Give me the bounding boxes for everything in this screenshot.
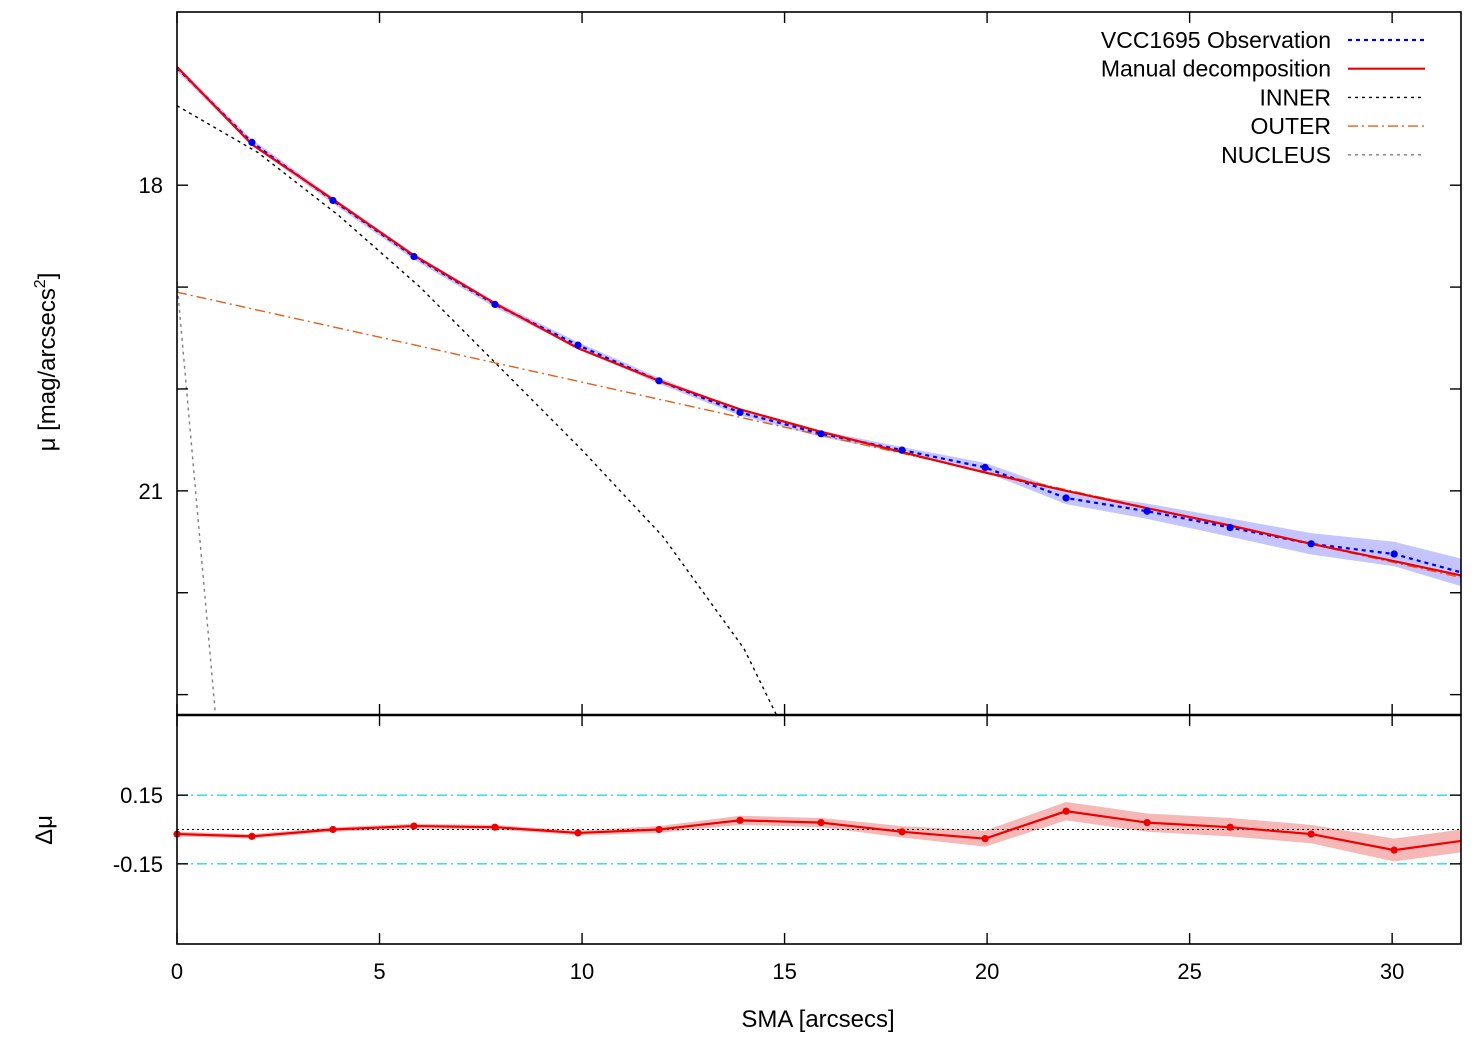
residual-point: [491, 823, 499, 831]
observation-point: [981, 463, 989, 472]
observation-point: [410, 252, 418, 261]
residual-point: [1307, 830, 1315, 838]
legend-item: NUCLEUS: [1221, 142, 1425, 168]
observation-point: [1143, 507, 1151, 515]
legend-item: INNER: [1259, 84, 1425, 110]
x-tick-label: 15: [772, 959, 796, 984]
observation-point: [1226, 523, 1234, 532]
residual-error-bands: [177, 802, 1461, 862]
residual-data-points: [173, 807, 1398, 854]
legend-label: NUCLEUS: [1221, 142, 1331, 168]
legend-label: OUTER: [1251, 113, 1332, 139]
residual-point: [1390, 846, 1398, 854]
observation-point: [655, 377, 663, 385]
y-tick-label-residual: 0.15: [120, 783, 163, 808]
axis-tick-labels: 0 5 10 15 20 25 30 18 21 0.15 -0.15: [113, 173, 1405, 984]
y-axis-title-residual: Δμ: [31, 815, 58, 845]
residual-point: [1062, 807, 1070, 815]
plot-frames: [176, 11, 1462, 945]
y-tick-label-profile: 21: [139, 479, 163, 504]
residual-error-band: [177, 802, 1461, 862]
y-tick-label-residual: -0.15: [113, 852, 163, 877]
residual-point: [410, 822, 418, 830]
y-axis-title-profile-superscript: 2: [32, 279, 49, 288]
profile-data-points: [248, 138, 1398, 558]
observation-point: [1390, 550, 1398, 558]
series-line-inner: [176, 105, 778, 716]
legend-label: Manual decomposition: [1101, 56, 1331, 82]
y-axis-title-profile-text: μ [mag/arcsecs: [34, 288, 61, 451]
axis-ticks: [176, 12, 1461, 944]
observation-point: [491, 300, 499, 309]
residual-point: [1143, 819, 1151, 827]
x-tick-label: 10: [570, 959, 594, 984]
x-tick-label: 30: [1380, 959, 1404, 984]
residual-point: [817, 819, 825, 827]
observation-point: [1062, 494, 1070, 502]
residual-line: [176, 810, 1462, 852]
legend: VCC1695 Observation Manual decompositionI…: [1101, 27, 1425, 168]
observation-point: [1307, 540, 1315, 548]
observation-point: [329, 196, 337, 205]
y-tick-label-profile: 18: [139, 173, 163, 198]
x-tick-label: 25: [1177, 959, 1201, 984]
legend-item: VCC1695 Observation: [1101, 27, 1425, 53]
legend-label: VCC1695 Observation: [1101, 27, 1331, 53]
observation-point: [736, 408, 744, 417]
observation-point: [898, 446, 906, 454]
observation-point: [574, 341, 582, 349]
series-line-nucleus: [176, 281, 217, 716]
observation-point: [817, 430, 825, 438]
x-axis-title: SMA [arcsecs]: [741, 1006, 894, 1033]
residual-point: [248, 832, 256, 840]
residual-point: [329, 825, 337, 834]
x-tick-label: 5: [373, 959, 385, 984]
x-tick-label: 20: [975, 959, 999, 984]
x-tick-label: 0: [171, 959, 183, 984]
residual-point: [655, 825, 663, 834]
residual-point: [574, 829, 582, 837]
residual-series-lines: [176, 810, 1462, 852]
observation-point: [248, 138, 256, 147]
residual-point: [1226, 823, 1234, 831]
y-axis-title-profile: μ [mag/arcsecs2]: [32, 273, 61, 452]
residual-point: [981, 835, 989, 843]
residual-point: [736, 816, 744, 824]
legend-item: OUTER: [1251, 113, 1425, 139]
residual-point: [898, 828, 906, 836]
y-axis-title-profile-close: ]: [34, 273, 61, 280]
legend-label: INNER: [1259, 84, 1331, 110]
legend-item: Manual decomposition: [1101, 56, 1425, 82]
